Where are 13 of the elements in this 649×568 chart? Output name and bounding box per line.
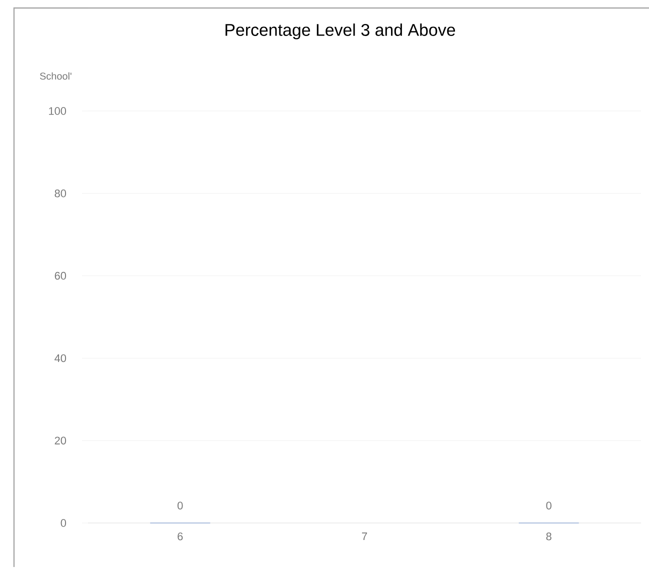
y-tick-label: 60	[54, 272, 66, 280]
y-tick-label: 20	[54, 436, 66, 444]
y-axis-title: School'	[40, 72, 72, 80]
y-tick-label: 0	[60, 519, 66, 527]
data-label: 0	[178, 502, 183, 510]
x-tick-label: 6	[178, 532, 183, 540]
chart-title: Percentage Level 3 and Above	[226, 24, 456, 40]
x-tick-label: 7	[362, 532, 368, 540]
y-tick-label: 40	[54, 354, 66, 362]
data-label: 0	[546, 502, 552, 510]
y-tick-label: 80	[54, 190, 66, 198]
x-tick-label: 8	[546, 532, 552, 540]
y-tick-label: 100	[49, 107, 66, 115]
